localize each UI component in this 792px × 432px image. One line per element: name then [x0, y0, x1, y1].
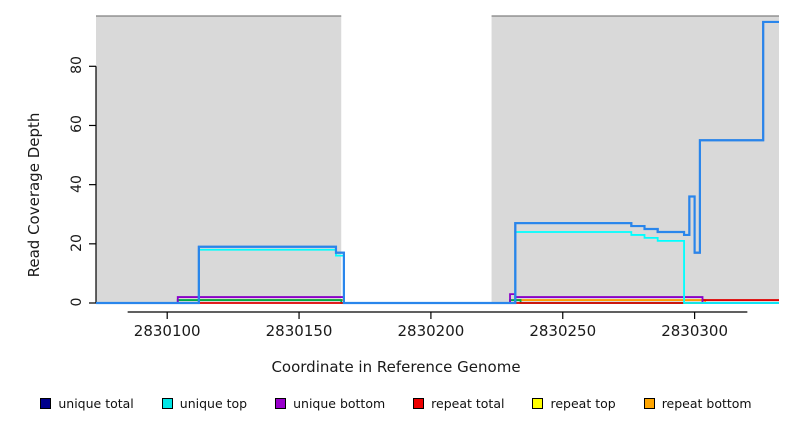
legend-swatch-icon	[161, 398, 173, 409]
legend-swatch-icon	[40, 398, 52, 409]
legend-label: unique top	[179, 396, 248, 411]
y-tick-label: 20	[69, 233, 85, 252]
legend-label: repeat top	[550, 396, 616, 411]
series-repeat-total	[96, 299, 779, 304]
series-unique-top	[96, 231, 779, 304]
legend-item: repeat bottom	[643, 396, 752, 411]
legend-item: unique top	[161, 396, 248, 411]
legend-item: unique bottom	[275, 396, 385, 411]
legend-swatch-icon	[532, 398, 544, 409]
series-unique-total-outline	[96, 20, 779, 305]
legend-swatch-icon	[275, 398, 287, 409]
y-tick-label: 60	[69, 115, 85, 134]
legend-swatch-icon	[643, 398, 655, 409]
x-tick-label: 2830100	[133, 322, 201, 340]
y-tick-label: 40	[69, 174, 85, 193]
x-tick-label: 2830250	[529, 322, 597, 340]
y-axis-title: Read Coverage Depth	[25, 112, 43, 278]
x-tick-label: 2830200	[397, 322, 465, 340]
legend-label: unique total	[58, 396, 134, 411]
x-axis-title: Coordinate in Reference Genome	[271, 358, 521, 376]
legend-label: unique bottom	[293, 396, 386, 411]
x-tick-label: 2830150	[265, 322, 333, 340]
legend-item: repeat top	[532, 396, 616, 411]
shaded-region	[491, 16, 779, 303]
y-tick-label: 0	[69, 297, 85, 307]
legend-label: repeat total	[431, 396, 505, 411]
chart-legend: unique total unique top unique bottom repea…	[0, 396, 792, 411]
legend-item: unique total	[40, 396, 134, 411]
legend-label: repeat bottom	[661, 396, 752, 411]
legend-item: repeat total	[413, 396, 504, 411]
shaded-region	[96, 16, 342, 303]
y-tick-label: 80	[69, 56, 85, 75]
x-tick-label: 2830300	[661, 322, 729, 340]
legend-swatch-icon	[413, 398, 425, 409]
